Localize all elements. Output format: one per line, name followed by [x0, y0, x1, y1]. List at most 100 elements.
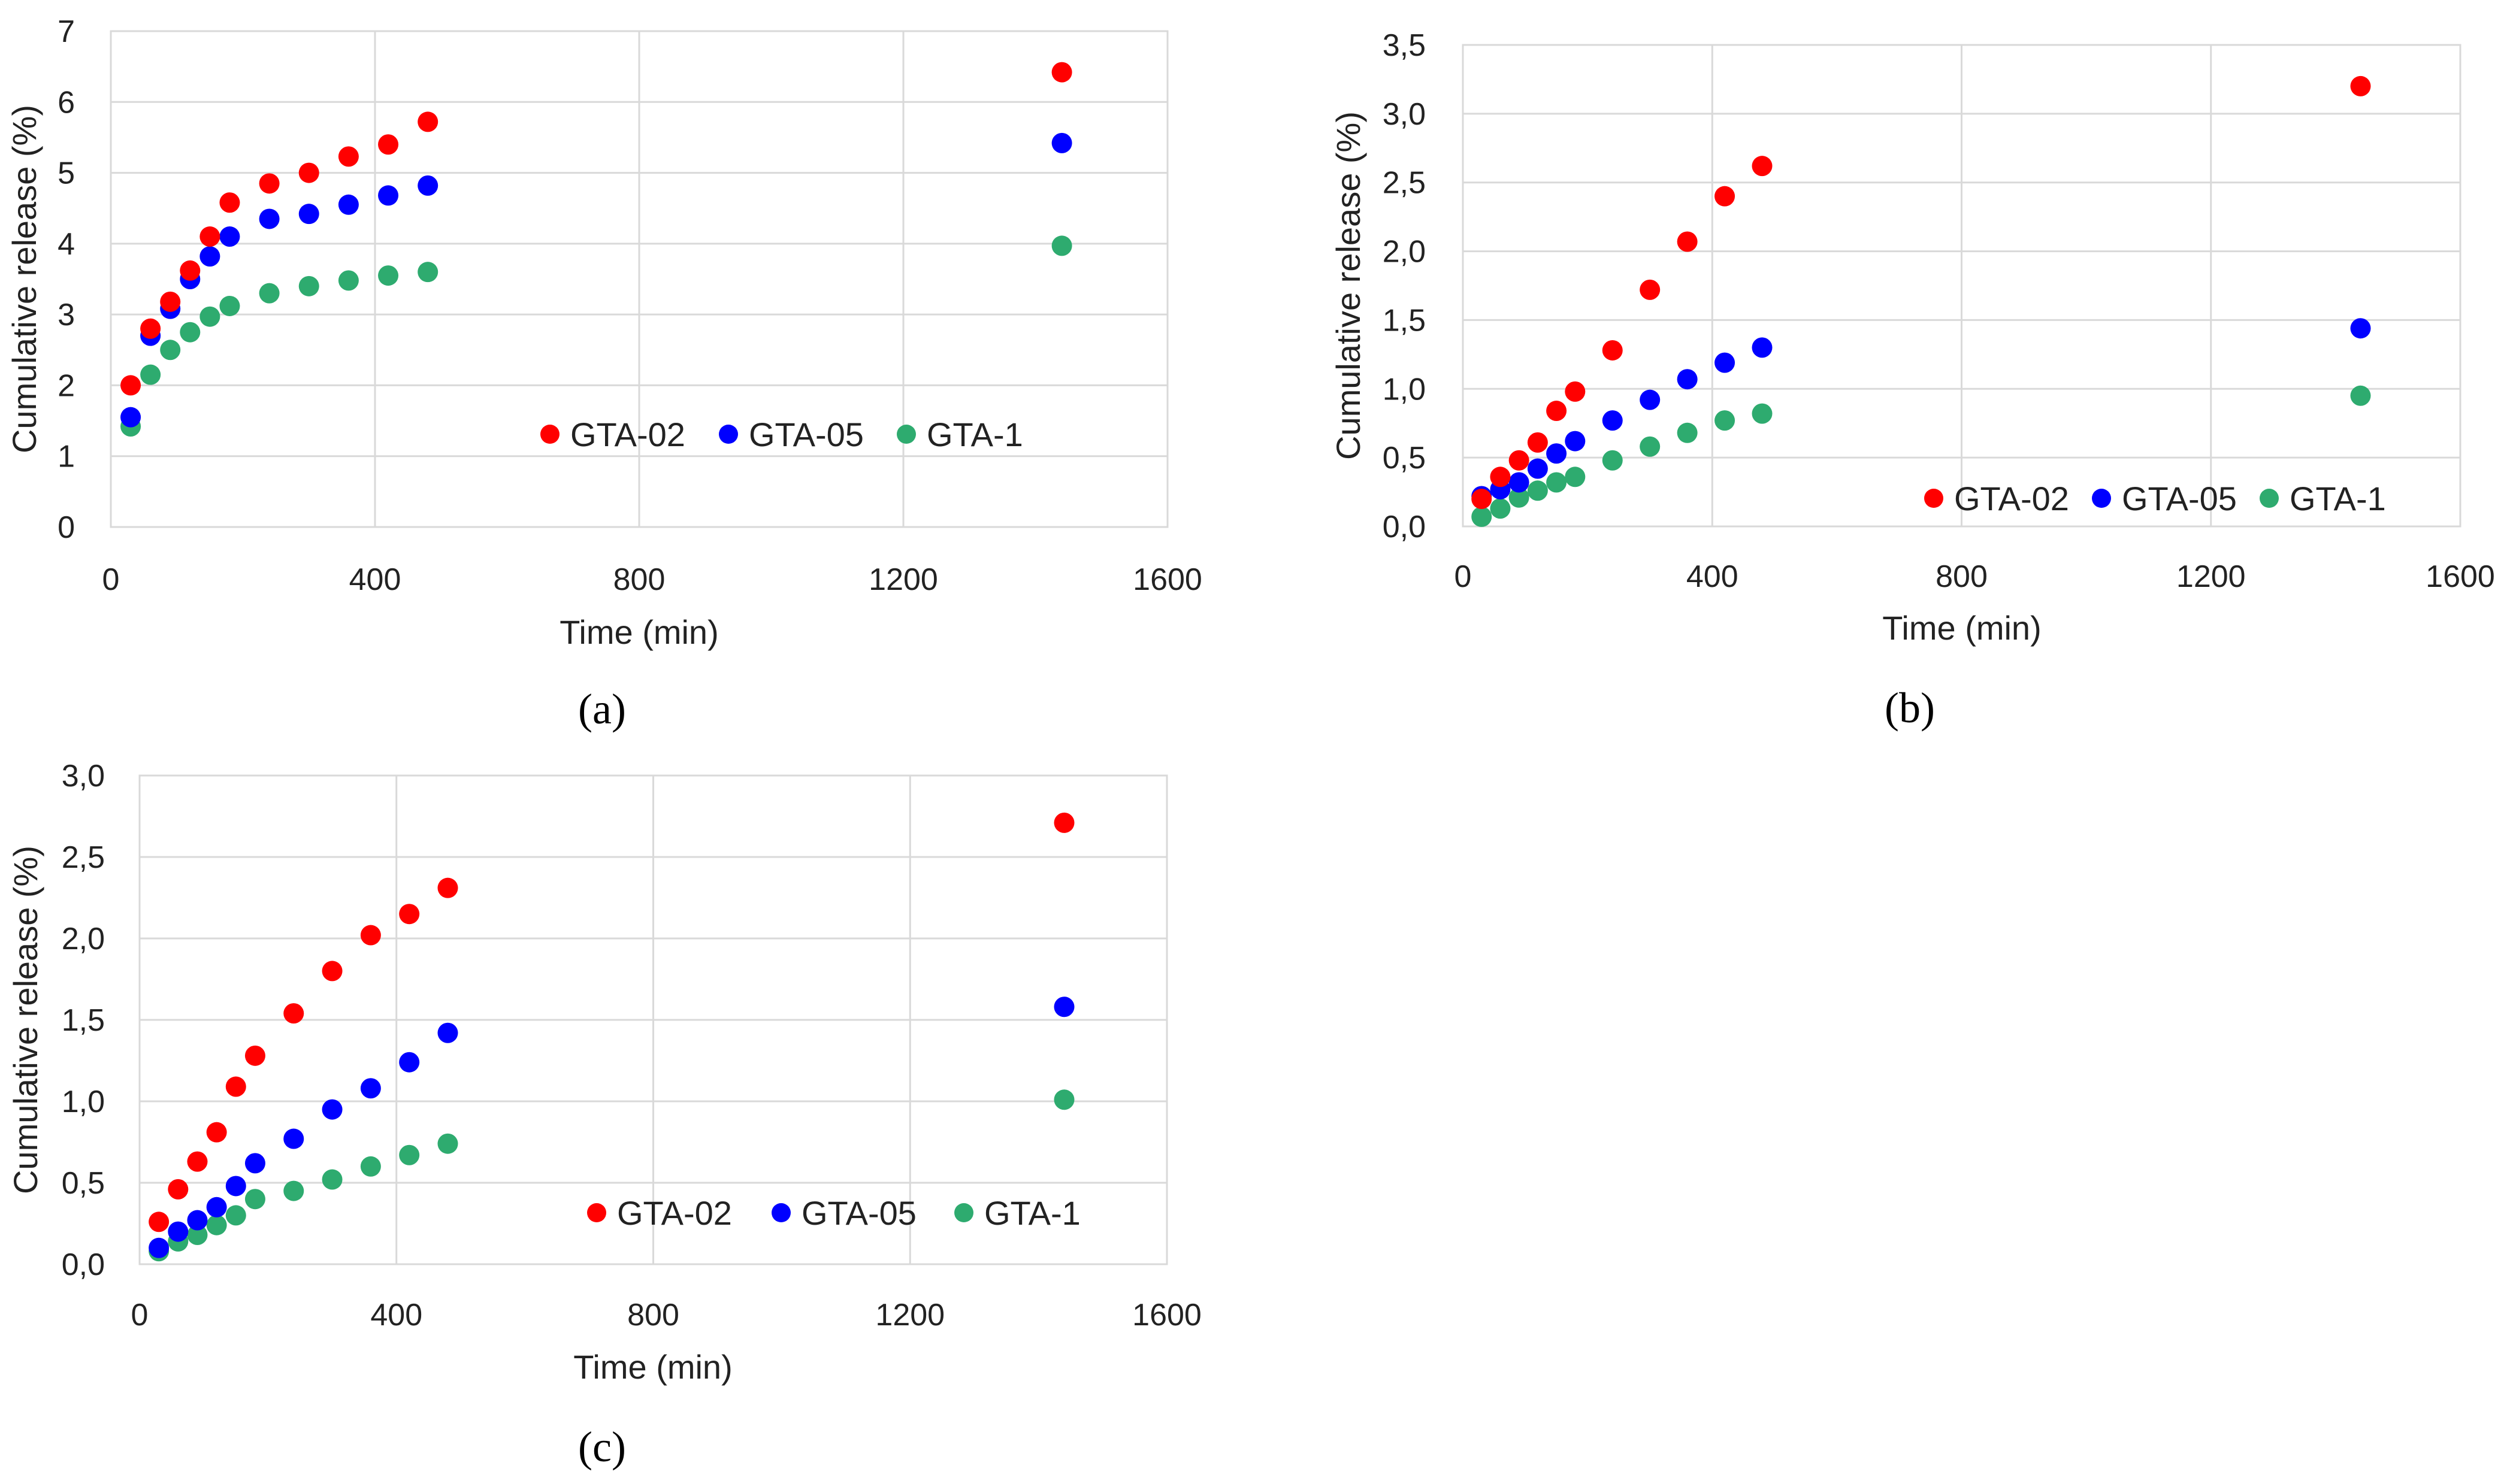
point-gta-02	[1677, 231, 1698, 252]
point-gta-05	[219, 226, 240, 247]
point-gta-1	[140, 364, 161, 385]
data-points-b	[1471, 75, 2371, 527]
point-gta-1	[199, 306, 220, 327]
gridlines-b	[1463, 45, 2460, 526]
point-gta-1	[298, 275, 319, 296]
legend-label-gta-02: GTA-02	[617, 1194, 732, 1232]
x-tick-label: 400	[1686, 559, 1738, 594]
point-gta-02	[120, 375, 141, 396]
point-gta-02	[360, 925, 381, 946]
x-tick-label: 1200	[869, 562, 938, 597]
point-gta-05	[120, 407, 141, 428]
point-gta-1	[244, 1189, 265, 1210]
x-tick-label: 1200	[875, 1298, 945, 1332]
x-tick-label: 0	[131, 1298, 149, 1332]
y-tick-label: 1,5	[62, 1003, 105, 1038]
point-gta-05	[437, 1022, 458, 1043]
point-gta-02	[298, 162, 319, 183]
legend-marker-gta-05	[719, 425, 738, 444]
point-gta-02	[244, 1045, 265, 1066]
point-gta-02	[1714, 186, 1735, 207]
y-tick-label: 0,5	[62, 1166, 105, 1201]
x-tick-label: 0	[1454, 559, 1472, 594]
x-tick-label: 1600	[2426, 559, 2495, 594]
legend-marker-gta-02	[587, 1203, 606, 1222]
y-tick-label: 3,0	[1383, 97, 1426, 132]
point-gta-1	[283, 1180, 304, 1201]
y-tick-label: 1,0	[62, 1085, 105, 1119]
y-tick-label: 0,5	[1383, 441, 1426, 476]
point-gta-02	[140, 318, 161, 339]
legend-label-gta-05: GTA-05	[2122, 480, 2237, 517]
point-gta-1	[1640, 436, 1661, 457]
ticks-a: 0 400 800 1200 1600 0 1 2 3 4 5 6 7	[58, 14, 1202, 597]
point-gta-1	[1054, 1089, 1075, 1110]
legend-a: GTA-02 GTA-05 GTA-1	[540, 416, 1023, 453]
point-gta-02	[149, 1212, 170, 1232]
point-gta-05	[187, 1210, 208, 1231]
x-tick-label: 400	[349, 562, 401, 597]
y-tick-label: 3,0	[62, 759, 105, 794]
y-tick-label: 1,0	[1383, 372, 1426, 407]
x-tick-label: 0	[102, 562, 120, 597]
x-tick-label: 800	[627, 1298, 679, 1332]
point-gta-1	[1051, 235, 1072, 256]
point-gta-02	[180, 260, 201, 281]
point-gta-05	[1640, 389, 1661, 410]
y-tick-label: 3,5	[1383, 28, 1426, 63]
panel-label-a: (a)	[578, 685, 626, 733]
legend-marker-gta-1	[954, 1203, 973, 1222]
point-gta-02	[225, 1076, 246, 1097]
x-axis-label-a: Time (min)	[560, 613, 718, 651]
legend-marker-gta-05	[772, 1203, 791, 1222]
point-gta-05	[1508, 472, 1529, 493]
point-gta-05	[1602, 410, 1623, 431]
point-gta-02	[1640, 279, 1661, 300]
point-gta-05	[1546, 443, 1567, 464]
point-gta-05	[1527, 458, 1548, 479]
chart-panel-a: 0 400 800 1200 1600 0 1 2 3 4 5 6 7 Time (min) Cumul…	[5, 14, 1202, 733]
legend-c: GTA-02 GTA-05 GTA-1	[587, 1194, 1081, 1232]
point-gta-02	[187, 1151, 208, 1172]
point-gta-05	[199, 246, 220, 267]
legend-label-gta-1: GTA-1	[2290, 480, 2386, 517]
point-gta-05	[1752, 337, 1773, 358]
x-tick-label: 400	[370, 1298, 422, 1332]
point-gta-1	[1527, 480, 1548, 501]
gridlines-a	[111, 31, 1168, 527]
legend-marker-gta-02	[1924, 489, 1943, 508]
point-gta-05	[298, 204, 319, 225]
legend-b: GTA-02 GTA-05 GTA-1	[1924, 480, 2386, 517]
point-gta-02	[1602, 340, 1623, 361]
data-points-c	[149, 812, 1075, 1262]
legend-label-gta-1: GTA-1	[927, 416, 1023, 453]
x-axis-label-b: Time (min)	[1882, 609, 2041, 647]
point-gta-1	[1752, 403, 1773, 424]
point-gta-1	[180, 322, 201, 343]
y-tick-label: 2,5	[1383, 166, 1426, 201]
panel-label-b: (b)	[1885, 684, 1935, 732]
point-gta-1	[322, 1169, 343, 1190]
point-gta-1	[418, 262, 439, 283]
y-tick-label: 3	[58, 298, 75, 332]
y-tick-label: 1	[58, 440, 75, 474]
point-gta-1	[225, 1205, 246, 1226]
point-gta-02	[418, 111, 439, 132]
legend-marker-gta-05	[2092, 489, 2111, 508]
point-gta-05	[338, 194, 359, 215]
legend-marker-gta-1	[897, 425, 916, 444]
point-gta-1	[378, 265, 399, 286]
point-gta-1	[1546, 472, 1567, 493]
point-gta-05	[259, 208, 280, 229]
data-points-a	[120, 62, 1072, 437]
point-gta-02	[1546, 401, 1567, 422]
chart-panel-b: 0 400 800 1200 16000,00,51,01,52,02,53,03,5 …	[1329, 28, 2495, 732]
y-tick-label: 0,0	[1383, 510, 1426, 544]
point-gta-1	[2350, 385, 2371, 406]
x-tick-label: 1600	[1133, 562, 1202, 597]
point-gta-1	[1602, 450, 1623, 471]
point-gta-02	[1490, 467, 1511, 487]
point-gta-05	[378, 185, 399, 206]
point-gta-02	[1752, 156, 1773, 177]
panel-label-c: (c)	[578, 1423, 626, 1471]
